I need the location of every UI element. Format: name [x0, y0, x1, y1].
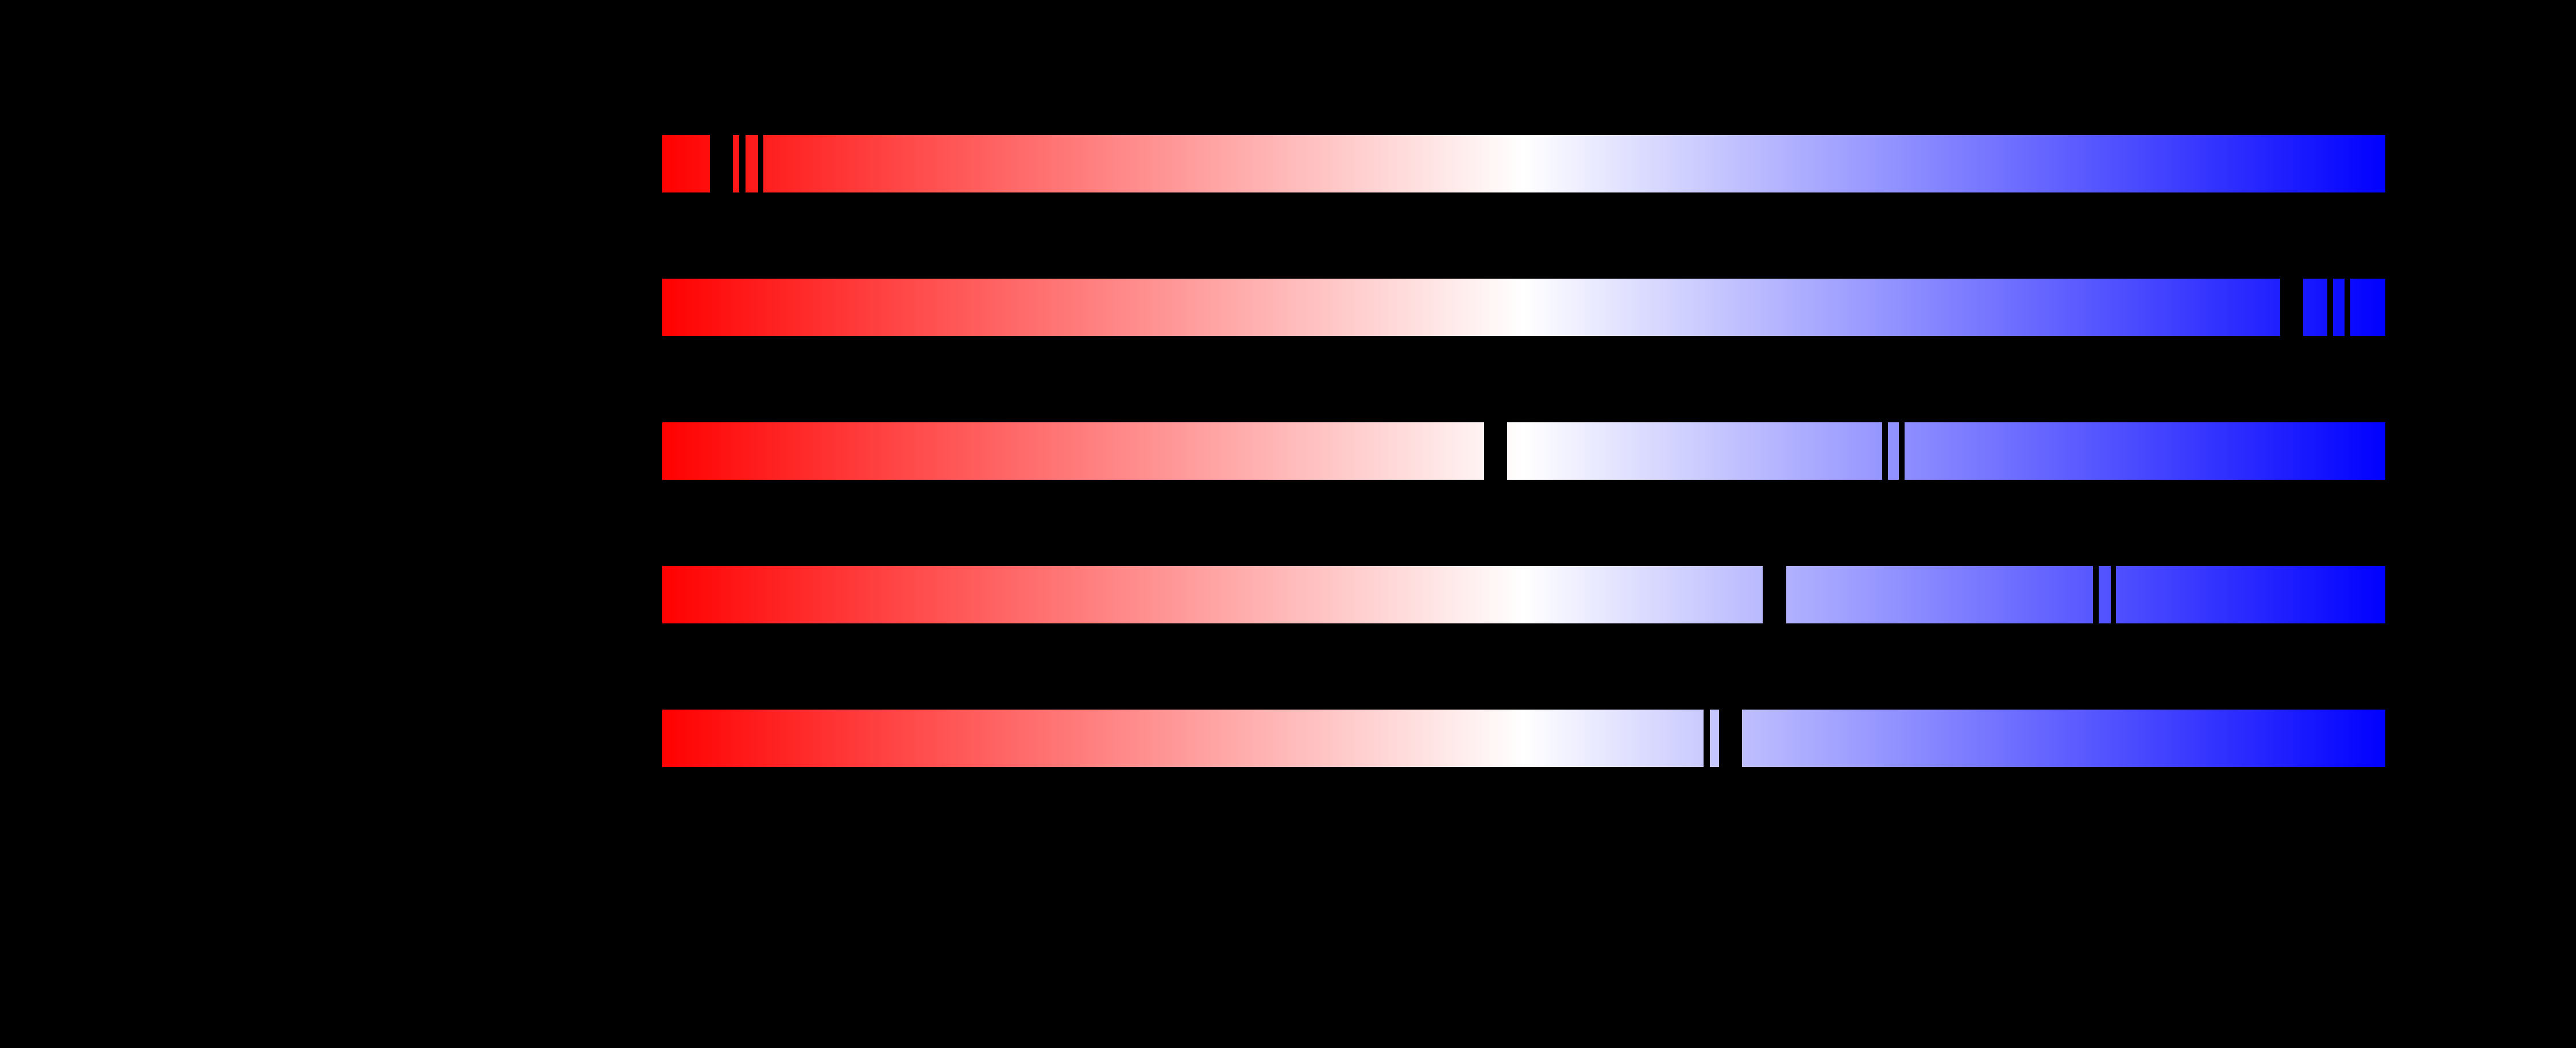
marker-tick: [758, 135, 763, 192]
marker-gap: [1484, 422, 1507, 480]
gradient-bar-row-2: [662, 279, 2386, 336]
marker-tick: [739, 135, 746, 192]
marker-gap: [710, 135, 733, 192]
gradient-bar-row-3: [662, 422, 2386, 480]
marker-tick: [2093, 565, 2099, 623]
marker-tick: [2327, 279, 2334, 336]
marker-tick: [1899, 422, 1905, 480]
gradient-bar-row-4: [662, 565, 2386, 623]
marker-gap: [2280, 279, 2303, 336]
marker-tick: [2345, 279, 2351, 336]
gradient-bar-row-1: [662, 135, 2386, 192]
marker-tick: [1703, 709, 1710, 767]
marker-gap: [1718, 709, 1742, 767]
marker-gap: [1763, 565, 1786, 623]
marker-tick: [1882, 422, 1888, 480]
gradient-bar-row-5: [662, 709, 2386, 767]
marker-tick: [2111, 565, 2117, 623]
